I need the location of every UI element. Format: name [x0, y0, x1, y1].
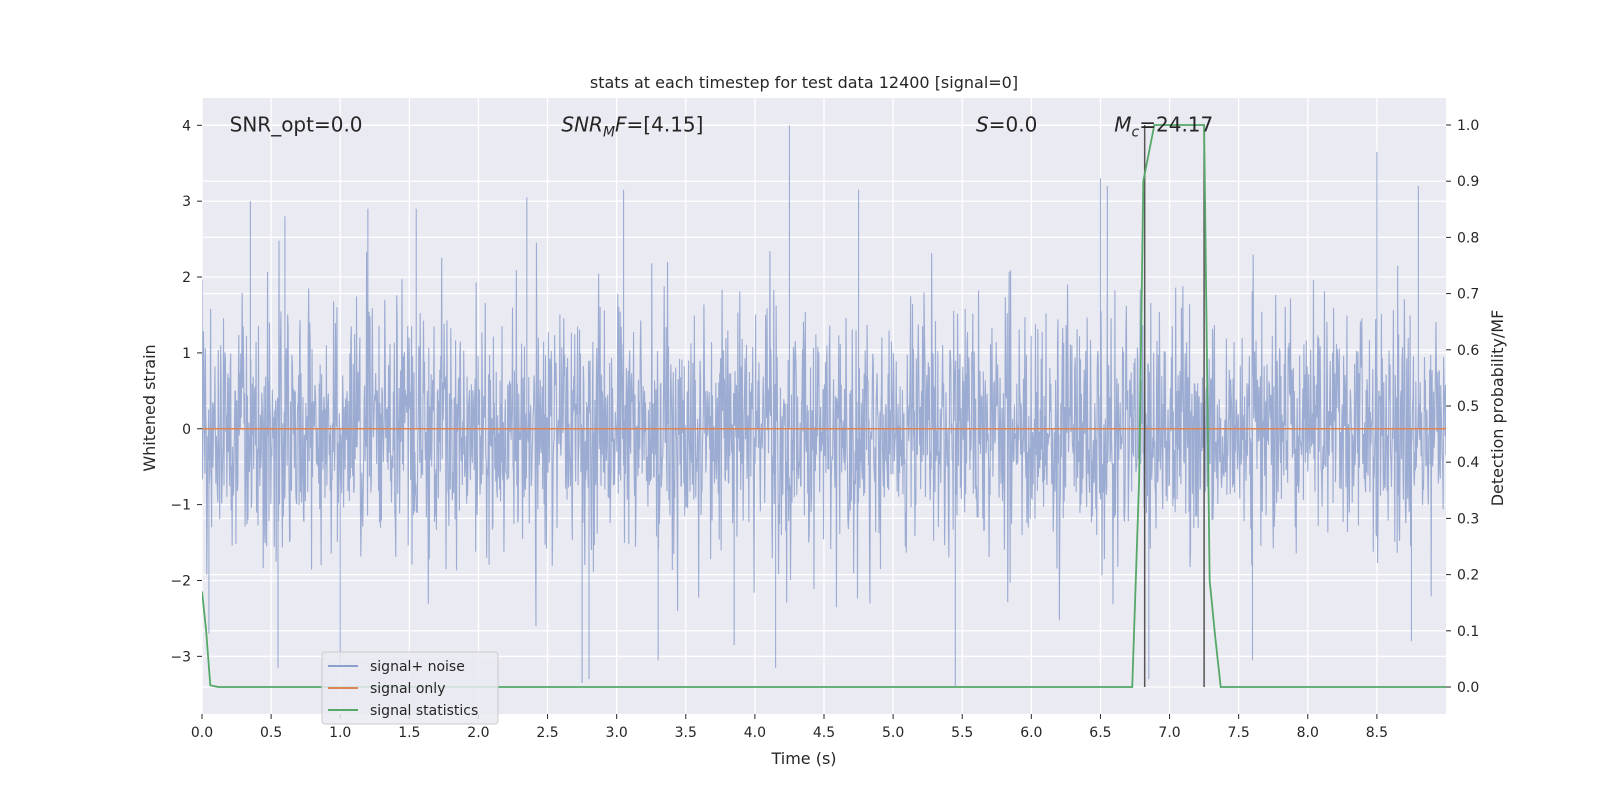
y-axis-label: Whitened strain — [140, 344, 159, 471]
y-tick-label: 1 — [182, 346, 191, 362]
x-tick-label: 2.0 — [467, 725, 489, 741]
y2-tick-label: 0.6 — [1457, 343, 1479, 359]
y2-tick-label: 0.4 — [1457, 455, 1479, 471]
y2-tick-label: 0.3 — [1457, 511, 1479, 527]
y2-tick-label: 1.0 — [1457, 118, 1479, 134]
annotation-3: Mc=24.17 — [1114, 112, 1213, 140]
x-tick-label: 0.5 — [260, 725, 282, 741]
y2-tick-label: 0.8 — [1457, 230, 1479, 246]
legend-entry: signal+ noise — [370, 659, 465, 675]
y2-tick-label: 0.9 — [1457, 174, 1479, 190]
plot-area — [202, 124, 1446, 688]
x-tick-label: 1.5 — [398, 725, 420, 741]
x-tick-label: 6.0 — [1020, 725, 1042, 741]
y-tick-label: 4 — [182, 118, 191, 134]
x-tick-label: 7.5 — [1228, 725, 1250, 741]
x-axis-label: Time (s) — [770, 749, 836, 768]
x-tick-label: 2.5 — [536, 725, 558, 741]
y2-tick-label: 0.7 — [1457, 287, 1479, 303]
y-tick-label: 0 — [182, 422, 191, 438]
y2-tick-label: 0.1 — [1457, 624, 1479, 640]
x-tick-label: 5.0 — [882, 725, 904, 741]
y-tick-label: −3 — [170, 649, 191, 665]
y2-tick-label: 0.5 — [1457, 399, 1479, 415]
annotation-0: SNR_opt=0.0 — [230, 112, 363, 136]
legend-entry: signal only — [370, 681, 445, 697]
x-tick-label: 3.0 — [606, 725, 628, 741]
y2-tick-label: 0.0 — [1457, 680, 1479, 696]
x-tick-label: 8.5 — [1366, 725, 1388, 741]
y-tick-label: 2 — [182, 270, 191, 286]
y-tick-label: 3 — [182, 194, 191, 210]
x-tick-label: 1.0 — [329, 725, 351, 741]
legend: signal+ noise signal only signal statistic… — [321, 651, 499, 725]
y2-tick-label: 0.2 — [1457, 568, 1479, 584]
series-signal-statistics — [202, 124, 1446, 688]
x-tick-label: 0.0 — [191, 725, 213, 741]
y2-axis-label: Detection probability/MF — [1488, 310, 1507, 507]
chart-title: stats at each timestep for test data 124… — [590, 73, 1018, 92]
legend-entry: signal statistics — [370, 703, 478, 719]
y-tick-label: −2 — [170, 573, 191, 589]
annotation-1: SNRMF=[4.15] — [561, 112, 703, 140]
x-tick-label: 4.5 — [813, 725, 835, 741]
series-signal-noise — [202, 125, 1446, 687]
x-tick-label: 5.5 — [951, 725, 973, 741]
x-tick-label: 8.0 — [1297, 725, 1319, 741]
x-tick-label: 7.0 — [1158, 725, 1180, 741]
annotation-2: S=0.0 — [976, 112, 1037, 136]
x-tick-label: 6.5 — [1089, 725, 1111, 741]
x-tick-label: 4.0 — [744, 725, 766, 741]
y-tick-label: −1 — [170, 498, 191, 514]
legend-box — [321, 651, 499, 725]
x-tick-label: 3.5 — [675, 725, 697, 741]
